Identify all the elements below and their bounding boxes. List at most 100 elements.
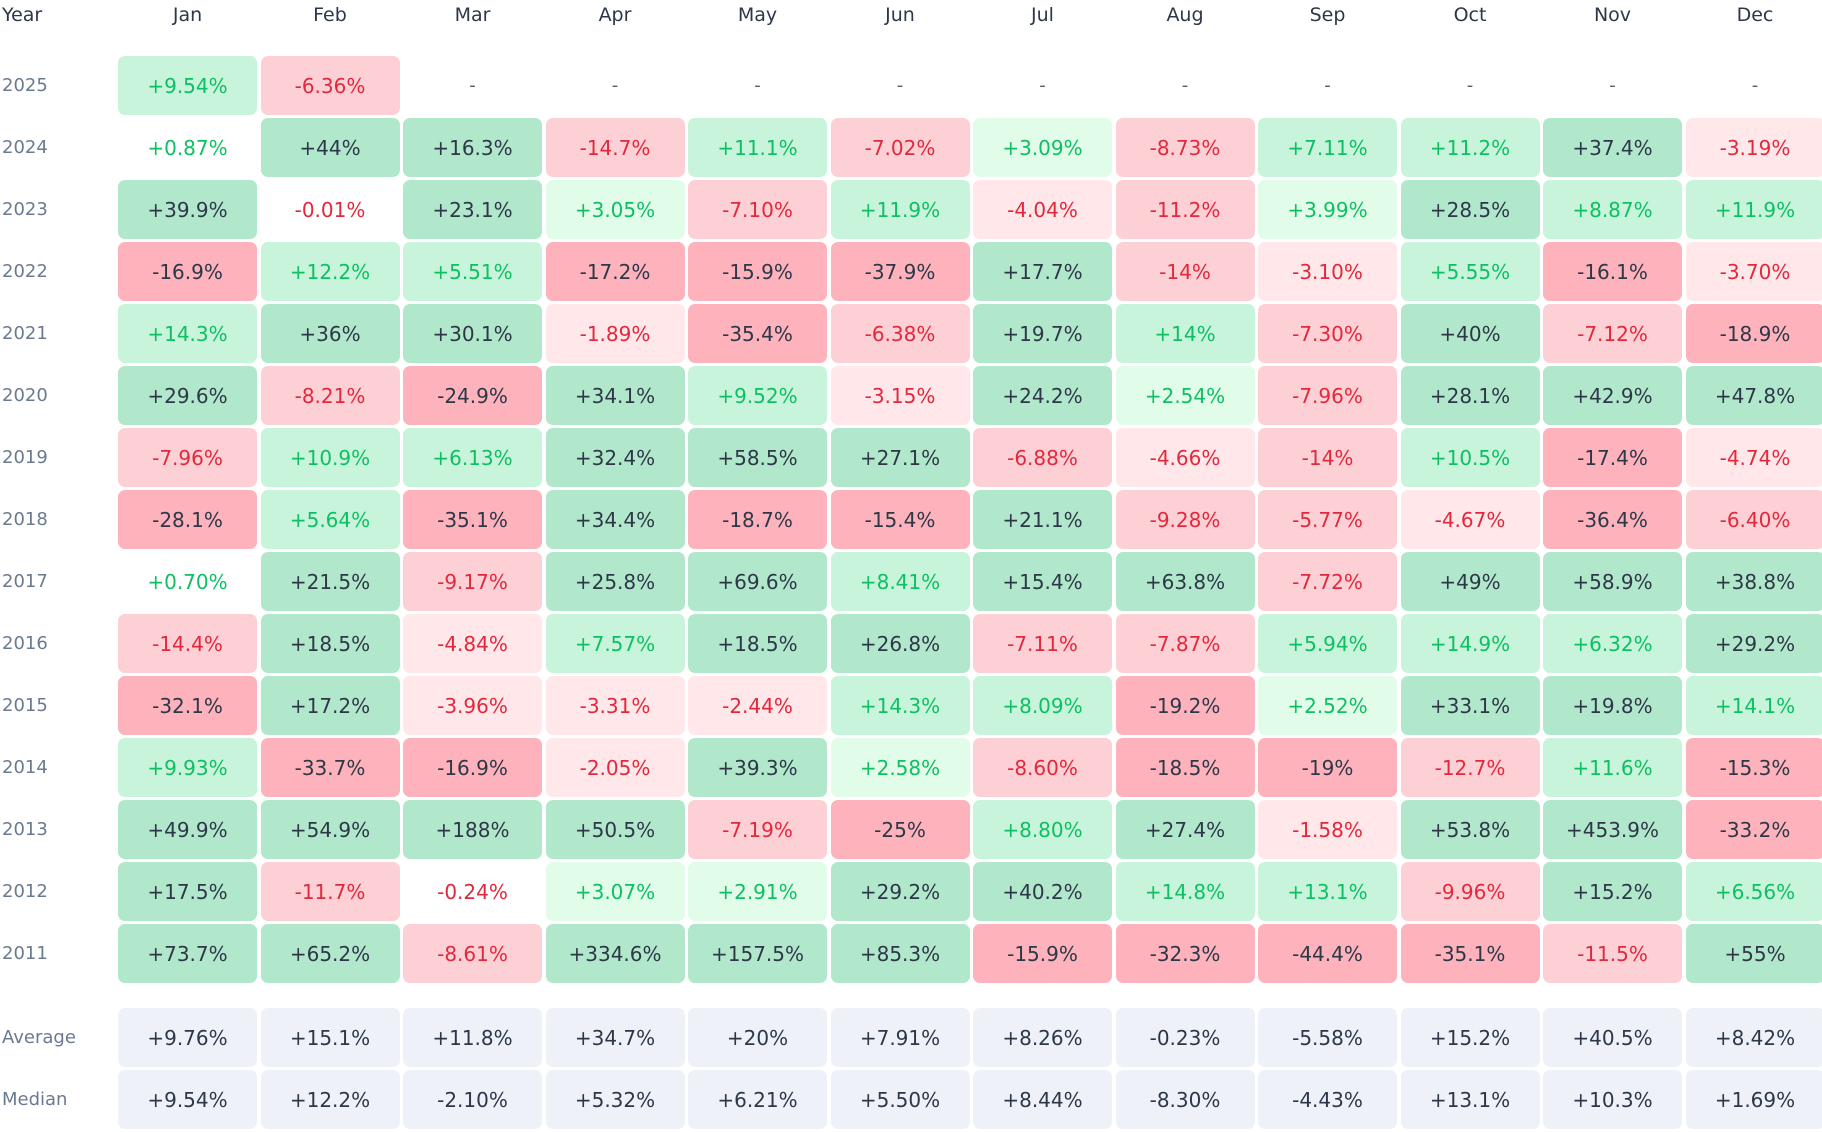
heatmap-cell: +14.3% bbox=[830, 676, 970, 735]
summary-cell: +8.44% bbox=[973, 1070, 1112, 1129]
summary-cell: +9.54% bbox=[118, 1070, 257, 1129]
summary-cell: -8.30% bbox=[1115, 1070, 1255, 1129]
summary-cell: +13.1% bbox=[1400, 1070, 1540, 1129]
heatmap-cell: +5.55% bbox=[1400, 242, 1540, 301]
heatmap-cell: +6.32% bbox=[1543, 614, 1682, 673]
heatmap-cell: +14.3% bbox=[118, 304, 257, 363]
heatmap-cell: -7.72% bbox=[1258, 552, 1397, 611]
heatmap-cell: -19% bbox=[1258, 738, 1397, 797]
heatmap-cell: -7.02% bbox=[830, 118, 970, 177]
heatmap-cell: +12.2% bbox=[260, 242, 400, 301]
heatmap-cell: +54.9% bbox=[260, 800, 400, 859]
month-header-nov: Nov bbox=[1593, 4, 1632, 26]
heatmap-cell: +15.2% bbox=[1543, 862, 1682, 921]
heatmap-cell: -3.31% bbox=[545, 676, 685, 735]
heatmap-cell: -18.5% bbox=[1115, 738, 1255, 797]
heatmap-cell: -17.2% bbox=[545, 242, 685, 301]
summary-cell: +10.3% bbox=[1543, 1070, 1682, 1129]
heatmap-cell: +188% bbox=[403, 800, 542, 859]
heatmap-cell: +3.07% bbox=[545, 862, 685, 921]
heatmap-cell: +7.57% bbox=[545, 614, 685, 673]
heatmap-cell: -0.01% bbox=[294, 197, 366, 222]
heatmap-cell: - bbox=[1466, 75, 1474, 96]
heatmap-cell: -35.1% bbox=[403, 490, 542, 549]
month-header-aug: Aug bbox=[1166, 4, 1204, 26]
heatmap-cell: +42.9% bbox=[1543, 366, 1682, 425]
year-label: 2011 bbox=[2, 943, 48, 964]
heatmap-cell: - bbox=[1039, 75, 1046, 96]
heatmap-cell: -14% bbox=[1258, 428, 1397, 487]
heatmap-cell: -9.96% bbox=[1400, 862, 1540, 921]
heatmap-cell: +38.8% bbox=[1685, 552, 1822, 611]
heatmap-cell: - bbox=[469, 75, 476, 96]
summary-cell: +5.32% bbox=[545, 1070, 685, 1129]
heatmap-cell: +55% bbox=[1685, 924, 1822, 983]
year-label: 2019 bbox=[2, 447, 48, 468]
heatmap-cell: -17.4% bbox=[1543, 428, 1682, 487]
summary-cell: +12.2% bbox=[260, 1070, 400, 1129]
summary-cell: +1.69% bbox=[1685, 1070, 1822, 1129]
heatmap-cell: +19.8% bbox=[1543, 676, 1682, 735]
summary-cell: +11.8% bbox=[403, 1008, 542, 1067]
heatmap-cell: +3.99% bbox=[1258, 180, 1397, 239]
heatmap-cell: +73.7% bbox=[118, 924, 257, 983]
heatmap-cell: -8.21% bbox=[260, 366, 400, 425]
heatmap-cell: +11.9% bbox=[1685, 180, 1822, 239]
heatmap-cell: +0.87% bbox=[147, 135, 228, 160]
heatmap-cell: -2.05% bbox=[545, 738, 685, 797]
heatmap-cell: +17.7% bbox=[973, 242, 1112, 301]
heatmap-cell: +19.7% bbox=[973, 304, 1112, 363]
heatmap-cell: -19.2% bbox=[1115, 676, 1255, 735]
heatmap-cell: -11.5% bbox=[1543, 924, 1682, 983]
heatmap-cell: +49% bbox=[1400, 552, 1540, 611]
heatmap-cell: -18.7% bbox=[688, 490, 827, 549]
heatmap-cell: +21.5% bbox=[260, 552, 400, 611]
heatmap-cell: -25% bbox=[830, 800, 970, 859]
heatmap-cell: +14% bbox=[1115, 304, 1255, 363]
heatmap-cell: -15.4% bbox=[830, 490, 970, 549]
heatmap-cell: +157.5% bbox=[688, 924, 827, 983]
heatmap-cell: +9.52% bbox=[688, 366, 827, 425]
heatmap-cell: -14.4% bbox=[118, 614, 257, 673]
heatmap-cell: +11.2% bbox=[1400, 118, 1540, 177]
summary-cell: +20% bbox=[688, 1008, 827, 1067]
heatmap-cell: +6.13% bbox=[403, 428, 542, 487]
heatmap-cell: - bbox=[1609, 75, 1616, 96]
year-label: 2012 bbox=[2, 881, 48, 902]
heatmap-cell: +50.5% bbox=[545, 800, 685, 859]
heatmap-cell: -16.1% bbox=[1543, 242, 1682, 301]
heatmap-cell: +58.9% bbox=[1543, 552, 1682, 611]
heatmap-cell: +11.6% bbox=[1543, 738, 1682, 797]
summary-cell: -2.10% bbox=[403, 1070, 542, 1129]
heatmap-cell: -12.7% bbox=[1400, 738, 1540, 797]
heatmap-cell: -1.89% bbox=[545, 304, 685, 363]
heatmap-cell: -15.9% bbox=[973, 924, 1112, 983]
heatmap-cell: -35.4% bbox=[688, 304, 827, 363]
heatmap-cell: -11.7% bbox=[260, 862, 400, 921]
heatmap-cell: +2.91% bbox=[688, 862, 827, 921]
heatmap-cell: +8.87% bbox=[1543, 180, 1682, 239]
heatmap-cell: +65.2% bbox=[260, 924, 400, 983]
heatmap-cell: -16.9% bbox=[403, 738, 542, 797]
heatmap-cell: -11.2% bbox=[1115, 180, 1255, 239]
year-label: 2018 bbox=[2, 509, 48, 530]
heatmap-cell: +13.1% bbox=[1258, 862, 1397, 921]
heatmap-cell: +9.54% bbox=[118, 56, 257, 115]
month-header-dec: Dec bbox=[1736, 4, 1774, 26]
heatmap-cell: +9.93% bbox=[118, 738, 257, 797]
summary-cell: +8.26% bbox=[973, 1008, 1112, 1067]
heatmap-cell: -7.10% bbox=[688, 180, 827, 239]
heatmap-cell: -33.7% bbox=[260, 738, 400, 797]
heatmap-cell: +27.4% bbox=[1115, 800, 1255, 859]
heatmap-cell: +18.5% bbox=[260, 614, 400, 673]
year-label: 2023 bbox=[2, 199, 48, 220]
heatmap-cell: -5.77% bbox=[1258, 490, 1397, 549]
heatmap-cell: - bbox=[896, 75, 904, 96]
heatmap-cell: +69.6% bbox=[688, 552, 827, 611]
heatmap-cell: +30.1% bbox=[403, 304, 542, 363]
heatmap-cell: +2.54% bbox=[1115, 366, 1255, 425]
heatmap-cell: +53.8% bbox=[1400, 800, 1540, 859]
month-header-jan: Jan bbox=[172, 4, 203, 26]
heatmap-cell: +3.05% bbox=[545, 180, 685, 239]
